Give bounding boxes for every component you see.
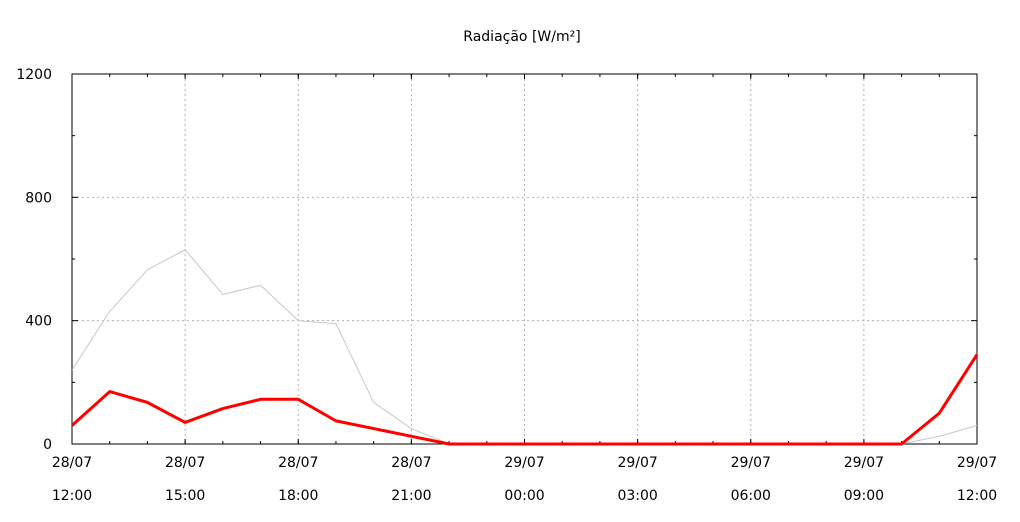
- x-tick-label-date: 28/07: [52, 455, 92, 471]
- y-tick-label: 800: [25, 190, 52, 206]
- x-tick-label-date: 28/07: [165, 455, 205, 471]
- x-tick-label-time: 12:00: [52, 488, 92, 504]
- tick-labels: 28/07 12:00 28/07 15:00 28/07 18:00 28/07 21:00…: [16, 67, 997, 504]
- grid-lines: [72, 74, 977, 444]
- y-tick-label: 400: [25, 314, 52, 330]
- x-tick-label-time: 06:00: [731, 488, 771, 504]
- x-tick-label-time: 00:00: [504, 488, 544, 504]
- x-tick-label-time: 03:00: [617, 488, 657, 504]
- x-tick-label-date: 29/07: [844, 455, 884, 471]
- x-tick-label-time: 12:00: [957, 488, 997, 504]
- y-tick-label: 1200: [16, 67, 52, 83]
- x-tick-label-date: 29/07: [957, 455, 997, 471]
- x-tick-label-date: 29/07: [731, 455, 771, 471]
- x-tick-label-date: 28/07: [391, 455, 431, 471]
- series-line-1: [70, 353, 979, 446]
- y-tick-label: 0: [43, 437, 52, 453]
- series-lines: [70, 249, 979, 446]
- x-tick-label-date: 28/07: [278, 455, 318, 471]
- x-tick-label-time: 21:00: [391, 488, 431, 504]
- chart-title: Radiação [W/m²]: [463, 29, 580, 45]
- x-tick-label-time: 09:00: [844, 488, 884, 504]
- x-tick-label-date: 29/07: [617, 455, 657, 471]
- x-tick-label-time: 15:00: [165, 488, 205, 504]
- x-tick-label-time: 18:00: [278, 488, 318, 504]
- x-tick-label-date: 29/07: [504, 455, 544, 471]
